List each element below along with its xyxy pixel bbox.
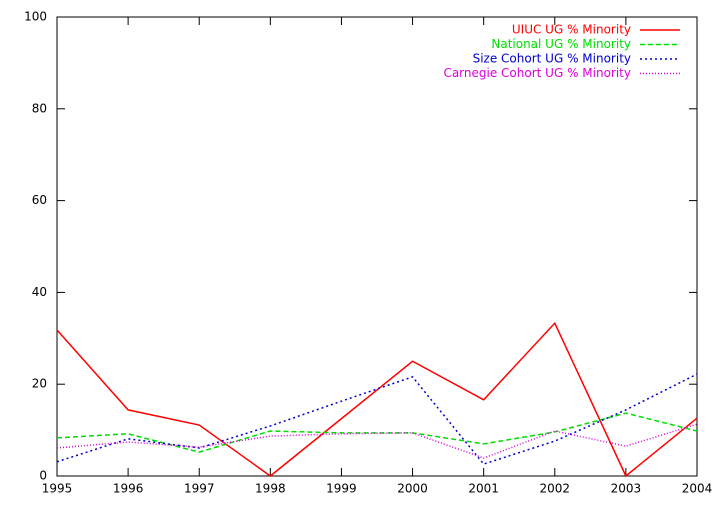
y-tick-label: 60 [32,193,47,207]
x-tick-label: 1995 [42,482,73,496]
x-tick-label: 1998 [255,482,286,496]
series-line [56,423,698,459]
x-tick-label: 2004 [682,482,713,496]
x-tick-label: 1997 [184,482,215,496]
x-tick-label: 2001 [468,482,499,496]
x-tick-label: 1996 [113,482,144,496]
x-tick-label: 2002 [540,482,571,496]
y-tick-label: 100 [24,10,47,24]
legend-label: National UG % Minority [491,37,631,51]
x-tick-label: 2000 [397,482,428,496]
y-tick-label: 0 [39,469,47,483]
series-line [56,321,698,478]
x-tick-label: 2003 [611,482,642,496]
legend-label: Size Cohort UG % Minority [473,52,631,66]
y-tick-label: 20 [32,377,47,391]
series-line [56,373,698,465]
x-tick-label: 1999 [326,482,357,496]
y-tick-label: 40 [32,285,47,299]
y-tick-label: 80 [32,101,47,115]
legend-label: UIUC UG % Minority [512,23,631,37]
plot-border [56,16,698,477]
legend-label: Carnegie Cohort UG % Minority [443,66,631,80]
